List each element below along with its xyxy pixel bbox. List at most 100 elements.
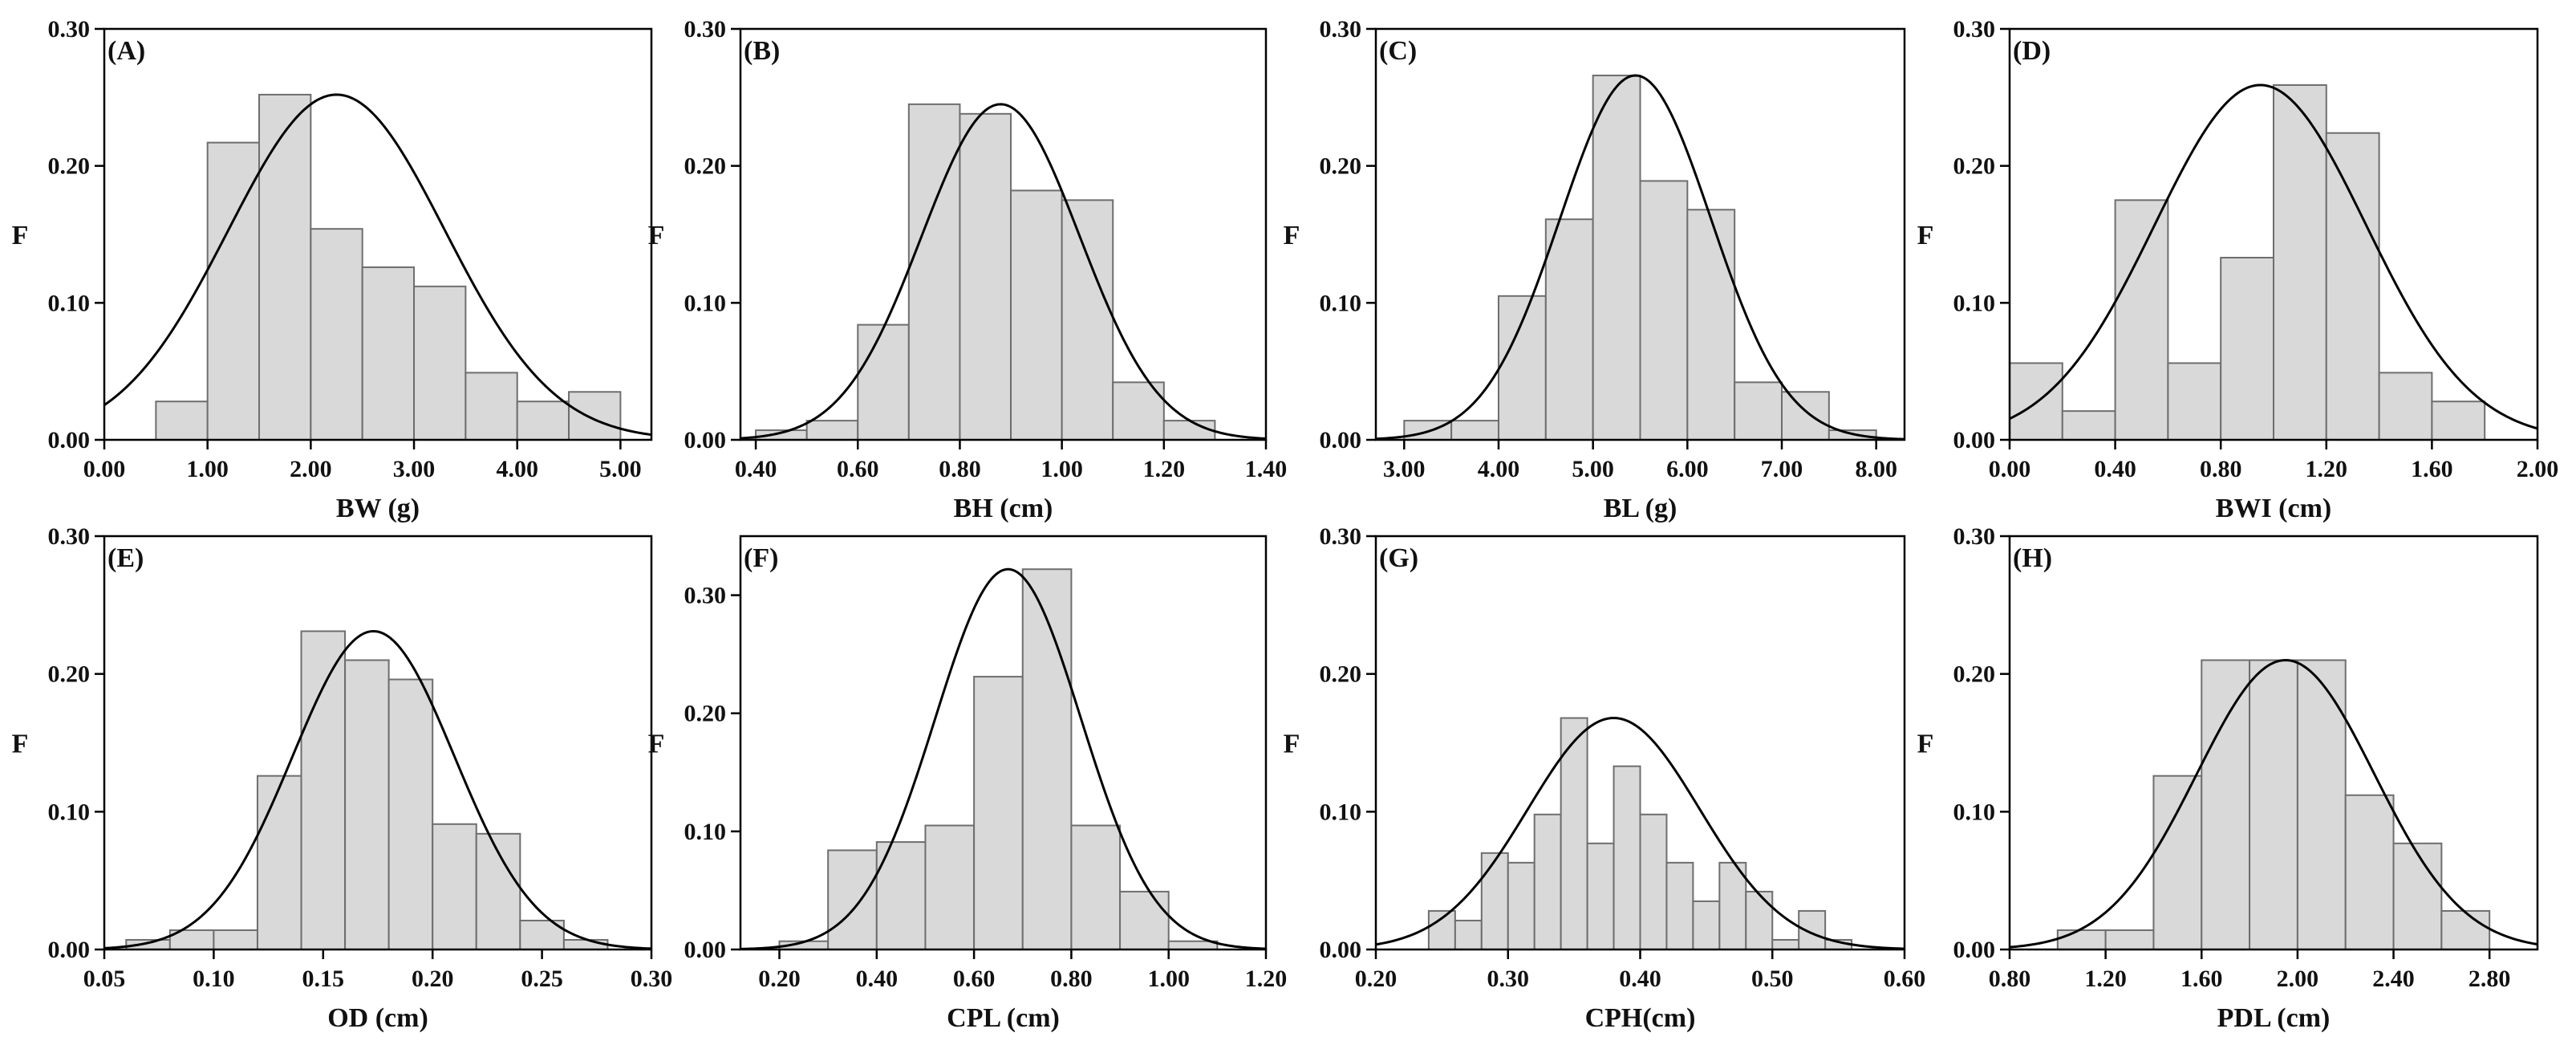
histogram-bar [2273, 83, 2327, 441]
x-tick-label: 2.00 [2277, 966, 2319, 992]
histogram-bar [344, 659, 390, 950]
histogram-bar [2114, 199, 2169, 441]
y-tick-label: 0.30 [1953, 16, 1996, 43]
histogram-bar [1771, 938, 1800, 950]
x-tick-label: 0.60 [953, 966, 996, 992]
x-axis-label: BL (g) [1604, 494, 1677, 523]
x-tick-label: 3.00 [393, 456, 436, 482]
plot-frame [2008, 535, 2539, 951]
panel-label: (F) [744, 543, 778, 573]
histogram-bar [2325, 132, 2380, 441]
y-tick-label: 0.10 [684, 819, 727, 845]
x-tick-label: 2.00 [290, 456, 332, 482]
histogram-bar [1497, 295, 1547, 441]
histogram-bar [1613, 765, 1641, 951]
y-tick-label: 0.10 [48, 799, 91, 825]
histogram-bar [1533, 813, 1562, 950]
histogram-bar [1639, 180, 1689, 441]
histogram-bar [1639, 813, 1668, 950]
histogram-bar [959, 112, 1012, 441]
panel-label: (E) [108, 543, 144, 573]
x-tick-label: 1.60 [2180, 966, 2223, 992]
histogram-bar [805, 420, 859, 441]
histogram-bar [2152, 775, 2203, 951]
histogram-bar [1454, 919, 1483, 950]
histogram-bar [1665, 861, 1694, 950]
y-tick-label: 0.20 [48, 153, 91, 180]
x-tick-label: 0.25 [521, 966, 563, 992]
y-tick-label: 0.20 [48, 661, 91, 688]
x-axis-label: CPH(cm) [1585, 1003, 1696, 1033]
panel-label: (G) [1379, 543, 1418, 573]
histogram-bar [562, 938, 609, 950]
x-tick-label: 0.10 [193, 966, 235, 992]
histogram-bar [2061, 410, 2116, 441]
x-tick-label: 8.00 [1855, 456, 1897, 482]
histogram-bar [2201, 659, 2251, 950]
y-axis-label: F [1284, 730, 1300, 759]
histogram-bar [1507, 861, 1535, 950]
histogram-panel: 0.80 1.20 1.60 2.00 2.40 2.80 0.00 0.10 0.20 0.30… [1917, 523, 2539, 1033]
histogram-bar [2344, 794, 2395, 950]
histogram-bar [2378, 372, 2433, 441]
histogram-bar [2392, 842, 2443, 950]
histogram-bar [310, 228, 363, 441]
histogram-bar [907, 103, 961, 441]
histogram-bar [387, 678, 434, 950]
histogram-bar [1021, 568, 1073, 950]
histogram-bar [2431, 401, 2486, 441]
histogram-bar [213, 929, 258, 951]
y-axis-label: F [12, 730, 29, 759]
x-tick-label: 4.00 [1478, 456, 1520, 482]
y-tick-label: 0.20 [684, 701, 727, 727]
plot-frame [1374, 27, 1906, 441]
x-tick-label: 0.20 [1355, 966, 1398, 992]
normal-fit-curve [2009, 658, 2538, 949]
histogram-panel: 0.40 0.60 0.80 1.00 1.20 1.40 0.00 0.10 0.20 0.30… [648, 16, 1288, 523]
histogram-bar [2440, 909, 2491, 951]
y-tick-label: 0.30 [684, 583, 727, 609]
x-axis-label: OD (cm) [327, 1003, 428, 1033]
histogram-panel: 0.05 0.10 0.15 0.20 0.25 0.30 0.00 0.10 0.20 0.30… [12, 523, 673, 1033]
y-tick-label: 0.30 [48, 523, 91, 550]
x-tick-label: 0.80 [1050, 966, 1093, 992]
x-tick-label: 0.60 [1884, 966, 1926, 992]
x-tick-label: 0.00 [1989, 456, 2031, 482]
x-tick-label: 0.40 [2094, 456, 2136, 482]
histogram-bar [1010, 189, 1063, 441]
x-axis-label: PDL (cm) [2217, 1003, 2331, 1033]
normal-fit-curve [2009, 83, 2538, 430]
y-tick-label: 0.30 [1953, 523, 1996, 550]
x-tick-label: 1.20 [1245, 966, 1288, 992]
panel-label: (B) [744, 36, 780, 66]
histogram-bar [1119, 890, 1170, 951]
y-tick-label: 0.00 [684, 427, 727, 453]
histogram-bar [857, 323, 910, 441]
y-tick-label: 0.30 [48, 16, 91, 43]
histogram-bar [1686, 209, 1736, 441]
histogram-panel: 0.00 1.00 2.00 3.00 4.00 5.00 0.00 0.10 0.20 0.30… [12, 16, 653, 523]
x-axis-label: BW (g) [336, 494, 420, 523]
y-axis-label: F [1917, 730, 1934, 759]
histogram-bar [256, 775, 302, 951]
histogram-bar [2296, 659, 2347, 950]
y-tick-label: 0.30 [1320, 523, 1362, 550]
x-tick-label: 3.00 [1383, 456, 1426, 482]
histogram-bar [432, 823, 477, 950]
x-tick-label: 1.20 [1143, 456, 1186, 482]
histogram-bar [1070, 824, 1122, 950]
normal-fit-curve [740, 103, 1267, 440]
x-tick-label: 5.00 [1572, 456, 1614, 482]
x-tick-label: 1.20 [2084, 966, 2127, 992]
y-tick-label: 0.00 [1953, 937, 1996, 963]
histogram-bar [1718, 861, 1747, 950]
y-tick-label: 0.20 [1953, 661, 1996, 688]
y-axis-label: F [1284, 221, 1300, 250]
histogram-bar [206, 141, 261, 441]
histogram-bar [413, 285, 467, 441]
x-tick-label: 0.20 [758, 966, 801, 992]
histogram-bar [2167, 362, 2222, 441]
x-tick-label: 2.00 [2517, 456, 2559, 482]
x-tick-label: 1.00 [186, 456, 229, 482]
histogram-panel: 0.20 0.30 0.40 0.50 0.60 0.00 0.10 0.20 0.30 CPH(… [1284, 523, 1926, 1033]
